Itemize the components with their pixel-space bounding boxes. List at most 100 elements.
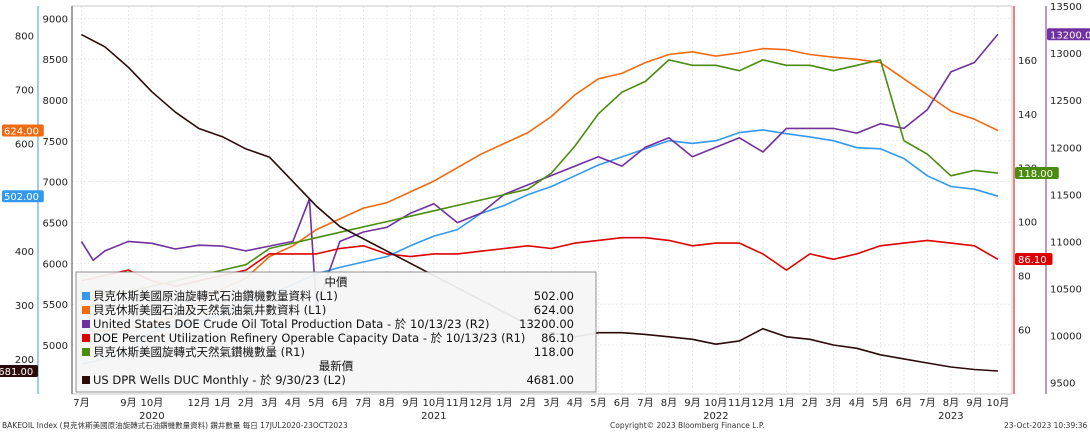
- axis-l1-tick: 5000: [43, 341, 68, 352]
- x-tick-label: 9月: [684, 397, 700, 409]
- x-tick-label: 1月: [778, 397, 794, 409]
- legend-series-name: US DPR Wells DUC Monthly - 於 9/30/23 (L2…: [93, 373, 346, 387]
- legend-swatch: [82, 348, 90, 356]
- value-tag-left: [0, 365, 38, 378]
- axis-l1-tick: 5500: [43, 300, 68, 311]
- value-tag-right-label: 13200.00: [1050, 30, 1090, 41]
- x-tick-label: 5月: [308, 397, 324, 409]
- axis-l1-tick: 7000: [43, 178, 68, 189]
- value-tag-right-label: 86.10: [1018, 255, 1047, 266]
- x-tick-label: 6月: [896, 397, 912, 409]
- axes: 7月 9月 10月 12月 1月 2月 3月 4月 5月 6月 7月 8月 9月 10月 11月 12月 1月 2…: [15, 2, 1082, 422]
- x-tick-label: 8月: [661, 397, 677, 409]
- axis-l2-tick: 800: [15, 32, 34, 43]
- axis-l2-tick: 200: [15, 355, 34, 366]
- axis-r1-tick: 140: [1018, 110, 1037, 121]
- legend-swatch: [82, 334, 90, 342]
- x-tick-label: 10月: [423, 397, 446, 409]
- legend-box: [75, 271, 597, 393]
- x-tick-label: 11月: [728, 397, 751, 409]
- axis-r2-tick: 10000: [1050, 332, 1082, 343]
- axis-l1-tick: 6000: [43, 259, 68, 270]
- legend-swatch: [82, 320, 90, 328]
- legend-series-value: 624.00: [534, 303, 574, 317]
- x-tick-label: 6月: [614, 397, 630, 409]
- value-tag-left: [2, 190, 44, 203]
- axis-r2-tick: 12000: [1050, 143, 1082, 154]
- x-tick-label: 1月: [214, 397, 230, 409]
- legend-series-name: 貝克休斯美國原油旋轉式石油鑽機數量資料 (L1): [93, 289, 338, 303]
- x-tick-label: 9月: [120, 397, 136, 409]
- x-tick-label: 5月: [590, 397, 606, 409]
- footer-source: BAKEOIL Index (貝克休斯美國原油旋轉式石油鑽機數量資料) 鑽井數量…: [2, 420, 348, 430]
- x-year-label: 2023: [938, 411, 963, 422]
- x-tick-label: 9月: [966, 397, 982, 409]
- legend-series-name: 貝克休斯美國石油及天然氣油氣井數資料 (L1): [93, 303, 326, 317]
- x-tick-label: 4月: [849, 397, 865, 409]
- axis-r2-tick: 10500: [1050, 285, 1082, 296]
- x-tick-label: 2月: [520, 397, 536, 409]
- x-tick-label: 10月: [987, 397, 1010, 409]
- axis-l1-tick: 6500: [43, 218, 68, 229]
- axis-r2-tick: 11000: [1050, 237, 1082, 248]
- axis-r2-tick: 13500: [1050, 2, 1082, 13]
- x-tick-label: 1月: [496, 397, 512, 409]
- x-tick-label: 8月: [379, 397, 395, 409]
- axis-r1-tick: 100: [1018, 218, 1037, 229]
- value-tag-right-label: 118.00: [1018, 169, 1053, 180]
- x-tick-label: 12月: [470, 397, 493, 409]
- axis-r1-tick: 80: [1018, 271, 1031, 282]
- x-tick-label: 12月: [188, 397, 211, 409]
- value-tag-left-label: 502.00: [4, 192, 39, 203]
- x-tick-label: 5月: [872, 397, 888, 409]
- legend-series-name: United States DOE Crude Oil Total Produc…: [93, 317, 490, 331]
- x-tick-label: 8月: [943, 397, 959, 409]
- legend-series-name: DOE Percent Utilization Refinery Operabl…: [93, 331, 525, 345]
- footer-timestamp: 23-Oct-2023 10:39:36: [1004, 421, 1088, 430]
- axis-l1-tick: 8500: [43, 55, 68, 66]
- x-tick-label: 11月: [446, 397, 469, 409]
- axis-r2-tick: 9500: [1050, 379, 1075, 390]
- legend-swatch: [82, 376, 90, 384]
- axis-l2-tick: 700: [15, 86, 34, 97]
- x-tick-label: 10月: [705, 397, 728, 409]
- axis-l2-tick: 600: [15, 139, 34, 150]
- x-tick-label: 10月: [141, 397, 164, 409]
- value-tag-right: [1047, 28, 1090, 41]
- legend-header-last: 最新價: [319, 359, 354, 373]
- x-tick-label: 3月: [825, 397, 841, 409]
- axis-r1-tick: 60: [1018, 325, 1031, 336]
- legend-series-name: 貝克休斯美國旋轉式天然氣鑽機數量 (R1): [93, 345, 305, 359]
- legend-series-value: 502.00: [534, 289, 574, 303]
- series-line-4: [81, 59, 998, 298]
- x-tick-label: 7月: [73, 397, 89, 409]
- x-tick-label: 7月: [637, 397, 653, 409]
- value-tag-left: [2, 124, 44, 137]
- x-tick-label: 7月: [355, 397, 371, 409]
- axis-r2-tick: 11500: [1050, 190, 1082, 201]
- x-tick-label: 3月: [543, 397, 559, 409]
- axis-l2-tick: 400: [15, 247, 34, 258]
- value-tag-right: [1015, 253, 1053, 266]
- axis-r2-tick: 13000: [1050, 49, 1082, 60]
- axis-r1-tick: 160: [1018, 56, 1037, 67]
- value-tag-left-label: 4681.00: [0, 367, 33, 378]
- x-tick-label: 4月: [567, 397, 583, 409]
- x-tick-label: 12月: [752, 397, 775, 409]
- x-tick-label: 2月: [238, 397, 254, 409]
- legend-series-value: 13200.00: [519, 317, 574, 331]
- legend-series-value: 118.00: [534, 345, 574, 359]
- x-tick-label: 2月: [802, 397, 818, 409]
- axis-r2-tick: 12500: [1050, 96, 1082, 107]
- footer-copyright: Copyright© 2023 Bloomberg Finance L.P.: [610, 421, 765, 430]
- x-tick-label: 7月: [919, 397, 935, 409]
- axis-l1-tick: 7500: [43, 137, 68, 148]
- x-year-label: 2020: [139, 411, 164, 422]
- legend-swatch: [82, 292, 90, 300]
- value-tag-left-label: 624.00: [4, 126, 39, 137]
- axis-l1-tick: 8000: [43, 96, 68, 107]
- x-year-label: 2021: [421, 411, 446, 422]
- x-tick-label: 9月: [402, 397, 418, 409]
